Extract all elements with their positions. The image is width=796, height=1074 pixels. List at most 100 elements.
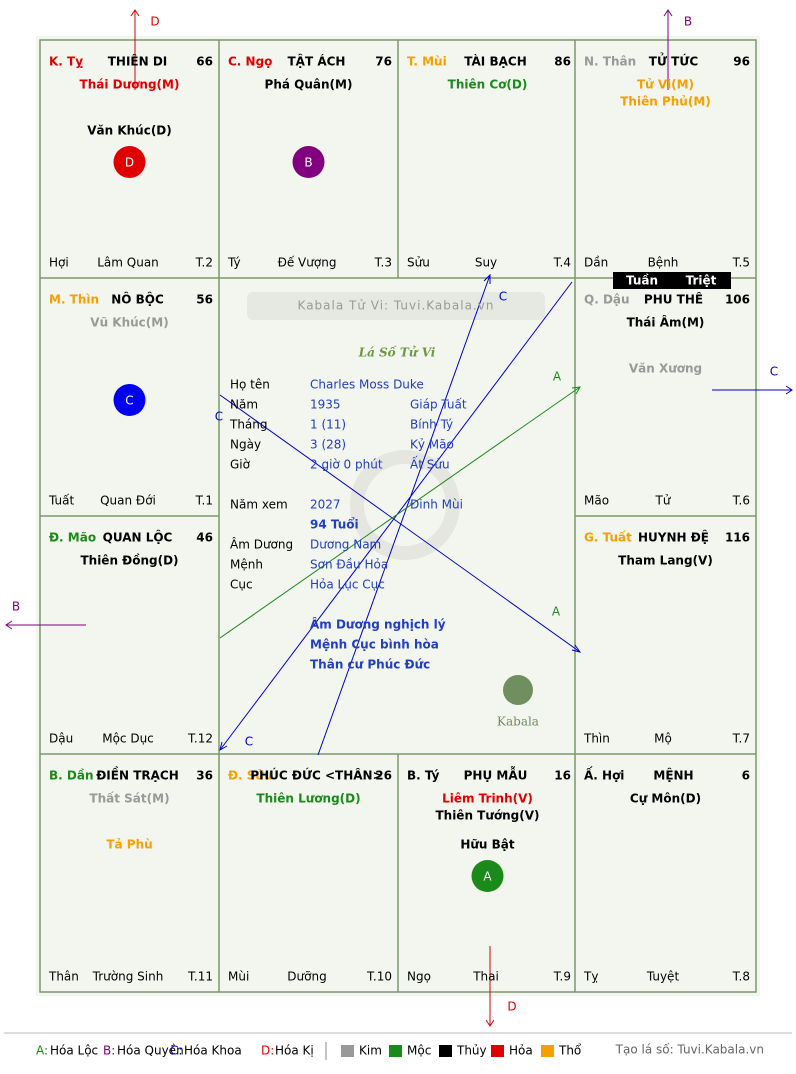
score: 56 [196, 293, 213, 307]
main-star: Tử Vi(M) [637, 78, 694, 92]
minor-star: Hữu Bật [460, 838, 515, 852]
branch: K. Tỵ [49, 55, 83, 69]
credit: Tạo lá số: Tuvi.Kabala.vn [615, 1043, 764, 1057]
info-extra: Kỷ Mão [410, 438, 454, 452]
score: 46 [196, 531, 213, 545]
cell-footer: Dậu [49, 732, 73, 746]
score: 6 [742, 769, 750, 783]
palace: MỆNH [653, 768, 693, 783]
info-label: Giờ [230, 458, 251, 472]
cell-footer: Dần [584, 256, 608, 270]
score: 106 [725, 293, 750, 307]
info-value: 2027 [310, 498, 341, 512]
minor-star: Tả Phù [106, 838, 152, 852]
main-star: Thiên Đồng(D) [80, 554, 178, 568]
cell-footer: Hợi [49, 256, 69, 270]
legend-label: Thủy [456, 1044, 487, 1058]
palace: TÀI BẠCH [464, 54, 526, 69]
info-value: Hỏa Lục Cục [310, 578, 385, 592]
info-label: Năm [230, 398, 258, 412]
badge [471, 860, 504, 892]
badge-letter: C [125, 394, 133, 408]
cell-footer: Tý [227, 256, 241, 270]
cell-footer: Tuất [48, 494, 74, 508]
cell-footer: Thai [472, 970, 499, 984]
arrow-label: B [684, 15, 692, 29]
main-star: Liêm Trinh(V) [442, 792, 533, 806]
cell-footer: Mùi [228, 970, 249, 984]
palace: PHÚC ĐỨC <THÂN> [250, 768, 382, 783]
cell-footer: Mộ [654, 732, 672, 746]
info-label: Mệnh [230, 558, 263, 572]
score: 16 [554, 769, 571, 783]
legend-label: Mộc [407, 1044, 431, 1058]
cell-footer: Mão [584, 494, 609, 508]
cell-footer: Tỵ [583, 970, 598, 984]
palace: NÔ BỘC [111, 292, 164, 307]
site-band [247, 292, 545, 320]
legend-label: Hóa Khoa [184, 1044, 242, 1058]
legend-key: B: [103, 1044, 115, 1058]
main-star: Cự Môn(D) [630, 792, 701, 806]
info-extra: Đinh Mùi [410, 498, 463, 512]
info-extra: Giáp Tuất [410, 398, 467, 412]
palace: PHU THÊ [644, 292, 703, 307]
watermark [350, 450, 460, 560]
legend-key: C: [170, 1044, 182, 1058]
info-value: 94 Tuổi [310, 517, 359, 532]
cell-footer: T.2 [195, 256, 213, 270]
cell-footer: Suy [475, 256, 497, 270]
legend-key: D: [261, 1044, 274, 1058]
main-star: Thiên Phủ(M) [620, 95, 711, 109]
main-star: Tham Lang(V) [618, 554, 713, 568]
cell-footer: T.11 [187, 970, 213, 984]
palace: HUYNH ĐỆ [638, 530, 709, 545]
main-star: Thiên Cơ(D) [448, 78, 528, 92]
cell-footer: T.7 [732, 732, 750, 746]
arrow-label: A [553, 370, 562, 384]
branch: Đ. Sửu [228, 769, 273, 783]
mark-label: Triệt [686, 274, 717, 288]
legend-label: Kim [359, 1044, 382, 1058]
palace: QUAN LỘC [103, 530, 173, 545]
cell-footer: Thân [48, 970, 79, 984]
note: Mệnh Cục bình hòa [310, 638, 439, 652]
legend-label: Thổ [558, 1044, 582, 1058]
info-extra: Ất Sửu [410, 456, 450, 472]
palace: PHỤ MẪU [464, 767, 528, 783]
branch: B. Dần [49, 769, 93, 783]
cell-footer: Mộc Dục [102, 732, 154, 746]
cell-footer: T.12 [187, 732, 213, 746]
cell-footer: Tuyệt [646, 970, 680, 984]
cell-footer: Tử [655, 494, 672, 508]
palace: THIÊN DI [108, 54, 168, 69]
legend-key: A: [36, 1044, 48, 1058]
cell-footer: Đế Vượng [278, 256, 337, 270]
cell-footer: Sửu [407, 256, 430, 270]
main-star: Thất Sát(M) [89, 792, 169, 806]
cell-footer: Bệnh [648, 256, 679, 270]
cell-footer: Thìn [583, 732, 610, 746]
legend-swatch [541, 1045, 554, 1057]
cell-footer: Dưỡng [287, 970, 326, 984]
info-extra: Bính Tý [410, 418, 453, 432]
branch: B. Tý [407, 769, 440, 783]
legend-swatch [341, 1045, 354, 1057]
cell-footer: Ngọ [407, 970, 431, 984]
palace: TẬT ÁCH [288, 54, 346, 69]
main-star: Thiên Tướng(V) [435, 809, 539, 823]
info-value: Charles Moss Duke [310, 378, 424, 392]
arrow-label: C [499, 290, 507, 304]
branch: Q. Dậu [584, 293, 630, 307]
cell-footer: T.1 [195, 494, 213, 508]
palace: ĐIỀN TRẠCH [96, 766, 179, 783]
arrow-label: D [507, 1000, 516, 1014]
cell-footer: T.9 [553, 970, 571, 984]
arrow-label: D [150, 15, 159, 29]
info-label: Âm Dương [230, 537, 293, 552]
branch: Đ. Mão [49, 531, 96, 545]
note: Thân cư Phúc Đức [310, 658, 430, 672]
mark-box [672, 272, 731, 289]
legend-label: Hỏa [509, 1044, 533, 1058]
